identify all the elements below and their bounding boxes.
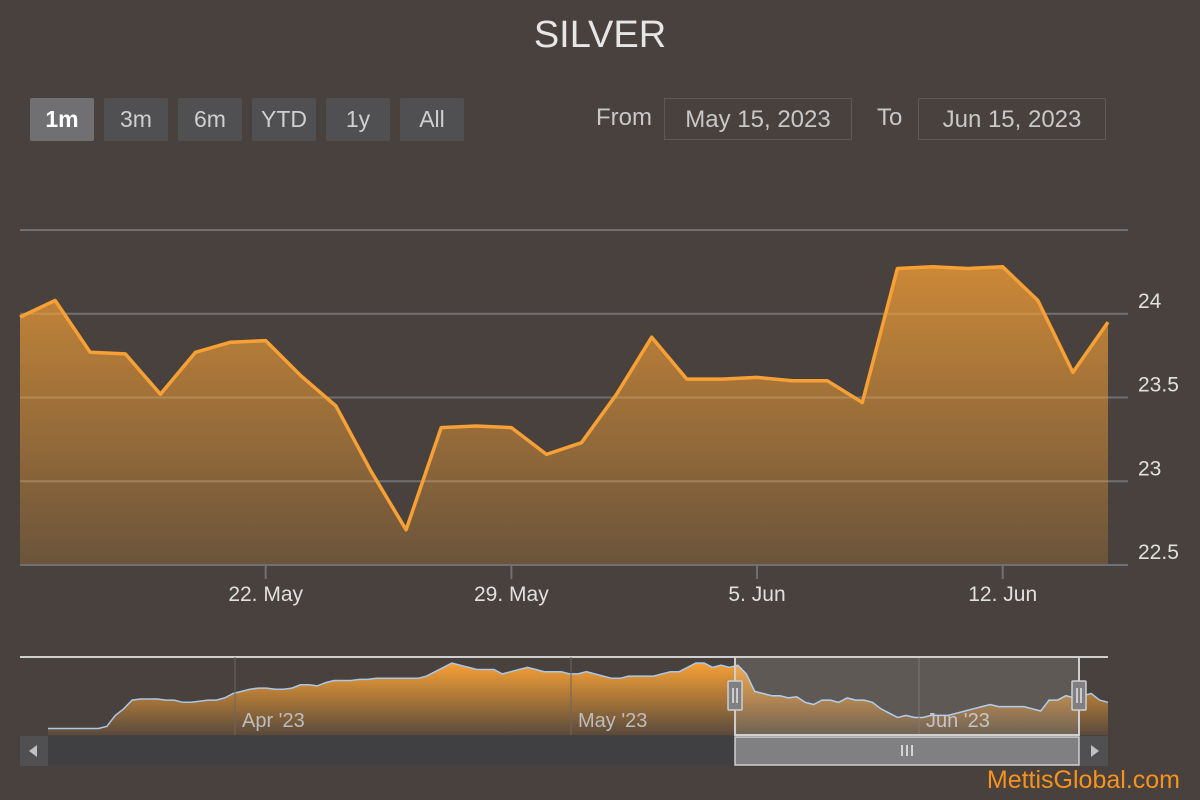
x-tick-label: 12. Jun: [968, 583, 1037, 606]
range-button-6m[interactable]: 6m: [178, 98, 242, 141]
range-button-all[interactable]: All: [400, 98, 464, 141]
navigator-right-handle[interactable]: [1071, 680, 1087, 711]
data-point: [789, 378, 795, 384]
data-point: [87, 349, 93, 355]
navigator-tick-label: May '23: [578, 710, 647, 732]
data-point: [965, 266, 971, 272]
scrollbar-right-button[interactable]: [1080, 736, 1108, 766]
from-date-input[interactable]: May 15, 2023: [664, 98, 852, 140]
data-point: [1070, 369, 1076, 375]
range-button-1m[interactable]: 1m: [30, 98, 94, 141]
data-point: [754, 374, 760, 380]
y-tick-label: 22.5: [1138, 541, 1179, 564]
handle-body: [727, 680, 743, 711]
x-tick-label: 5. Jun: [728, 583, 785, 606]
data-point: [473, 423, 479, 429]
series-line: [19, 265, 1110, 532]
arrow-left-icon: [29, 745, 37, 757]
to-label: To: [877, 104, 903, 131]
data-point: [543, 451, 549, 457]
y-tick-label: 24: [1138, 290, 1162, 313]
chart-title: SILVER: [533, 14, 667, 56]
navigator-line: [48, 662, 1109, 730]
data-point: [368, 468, 374, 474]
series-area: [20, 266, 1108, 565]
range-button-1y[interactable]: 1y: [326, 98, 390, 141]
navigator-tick-label: Apr '23: [242, 710, 305, 732]
data-point: [508, 425, 514, 431]
navigator-tick-label: Jun '23: [926, 710, 990, 732]
x-tick-label: 22. May: [228, 583, 303, 606]
data-point: [192, 349, 198, 355]
data-point: [122, 351, 128, 357]
data-point: [649, 334, 655, 340]
data-point: [1000, 264, 1006, 270]
data-point: [859, 400, 865, 406]
data-point: [157, 391, 163, 397]
data-point: [228, 339, 234, 345]
y-tick-label: 23.5: [1138, 374, 1179, 397]
data-point: [824, 378, 830, 384]
y-tick-label: 23: [1138, 457, 1161, 480]
data-point: [298, 373, 304, 379]
data-point: [438, 425, 444, 431]
data-point: [684, 376, 690, 382]
data-point: [579, 440, 585, 446]
data-point: [1035, 297, 1041, 303]
range-button-ytd[interactable]: YTD: [252, 98, 316, 141]
x-tick-label: 29. May: [474, 583, 549, 606]
data-point: [930, 264, 936, 270]
data-point: [17, 314, 23, 320]
data-point: [719, 376, 725, 382]
to-date-input[interactable]: Jun 15, 2023: [918, 98, 1106, 140]
scrollbar-left-button[interactable]: [20, 736, 48, 766]
data-point: [1105, 319, 1111, 325]
data-point: [333, 403, 339, 409]
handle-body: [1071, 680, 1087, 711]
scrollbar-thumb[interactable]: [734, 736, 1080, 766]
data-point: [403, 527, 409, 533]
data-point: [894, 266, 900, 272]
watermark-link[interactable]: MettisGlobal.com: [986, 766, 1180, 794]
from-label: From: [596, 104, 652, 131]
navigator-selection: [734, 656, 1080, 736]
navigator-left-handle[interactable]: [727, 680, 743, 711]
range-button-3m[interactable]: 3m: [104, 98, 168, 141]
navigator-area: [48, 663, 1108, 735]
data-point: [614, 391, 620, 397]
arrow-right-icon: [1091, 745, 1099, 757]
data-point: [52, 297, 58, 303]
data-point: [263, 338, 269, 344]
